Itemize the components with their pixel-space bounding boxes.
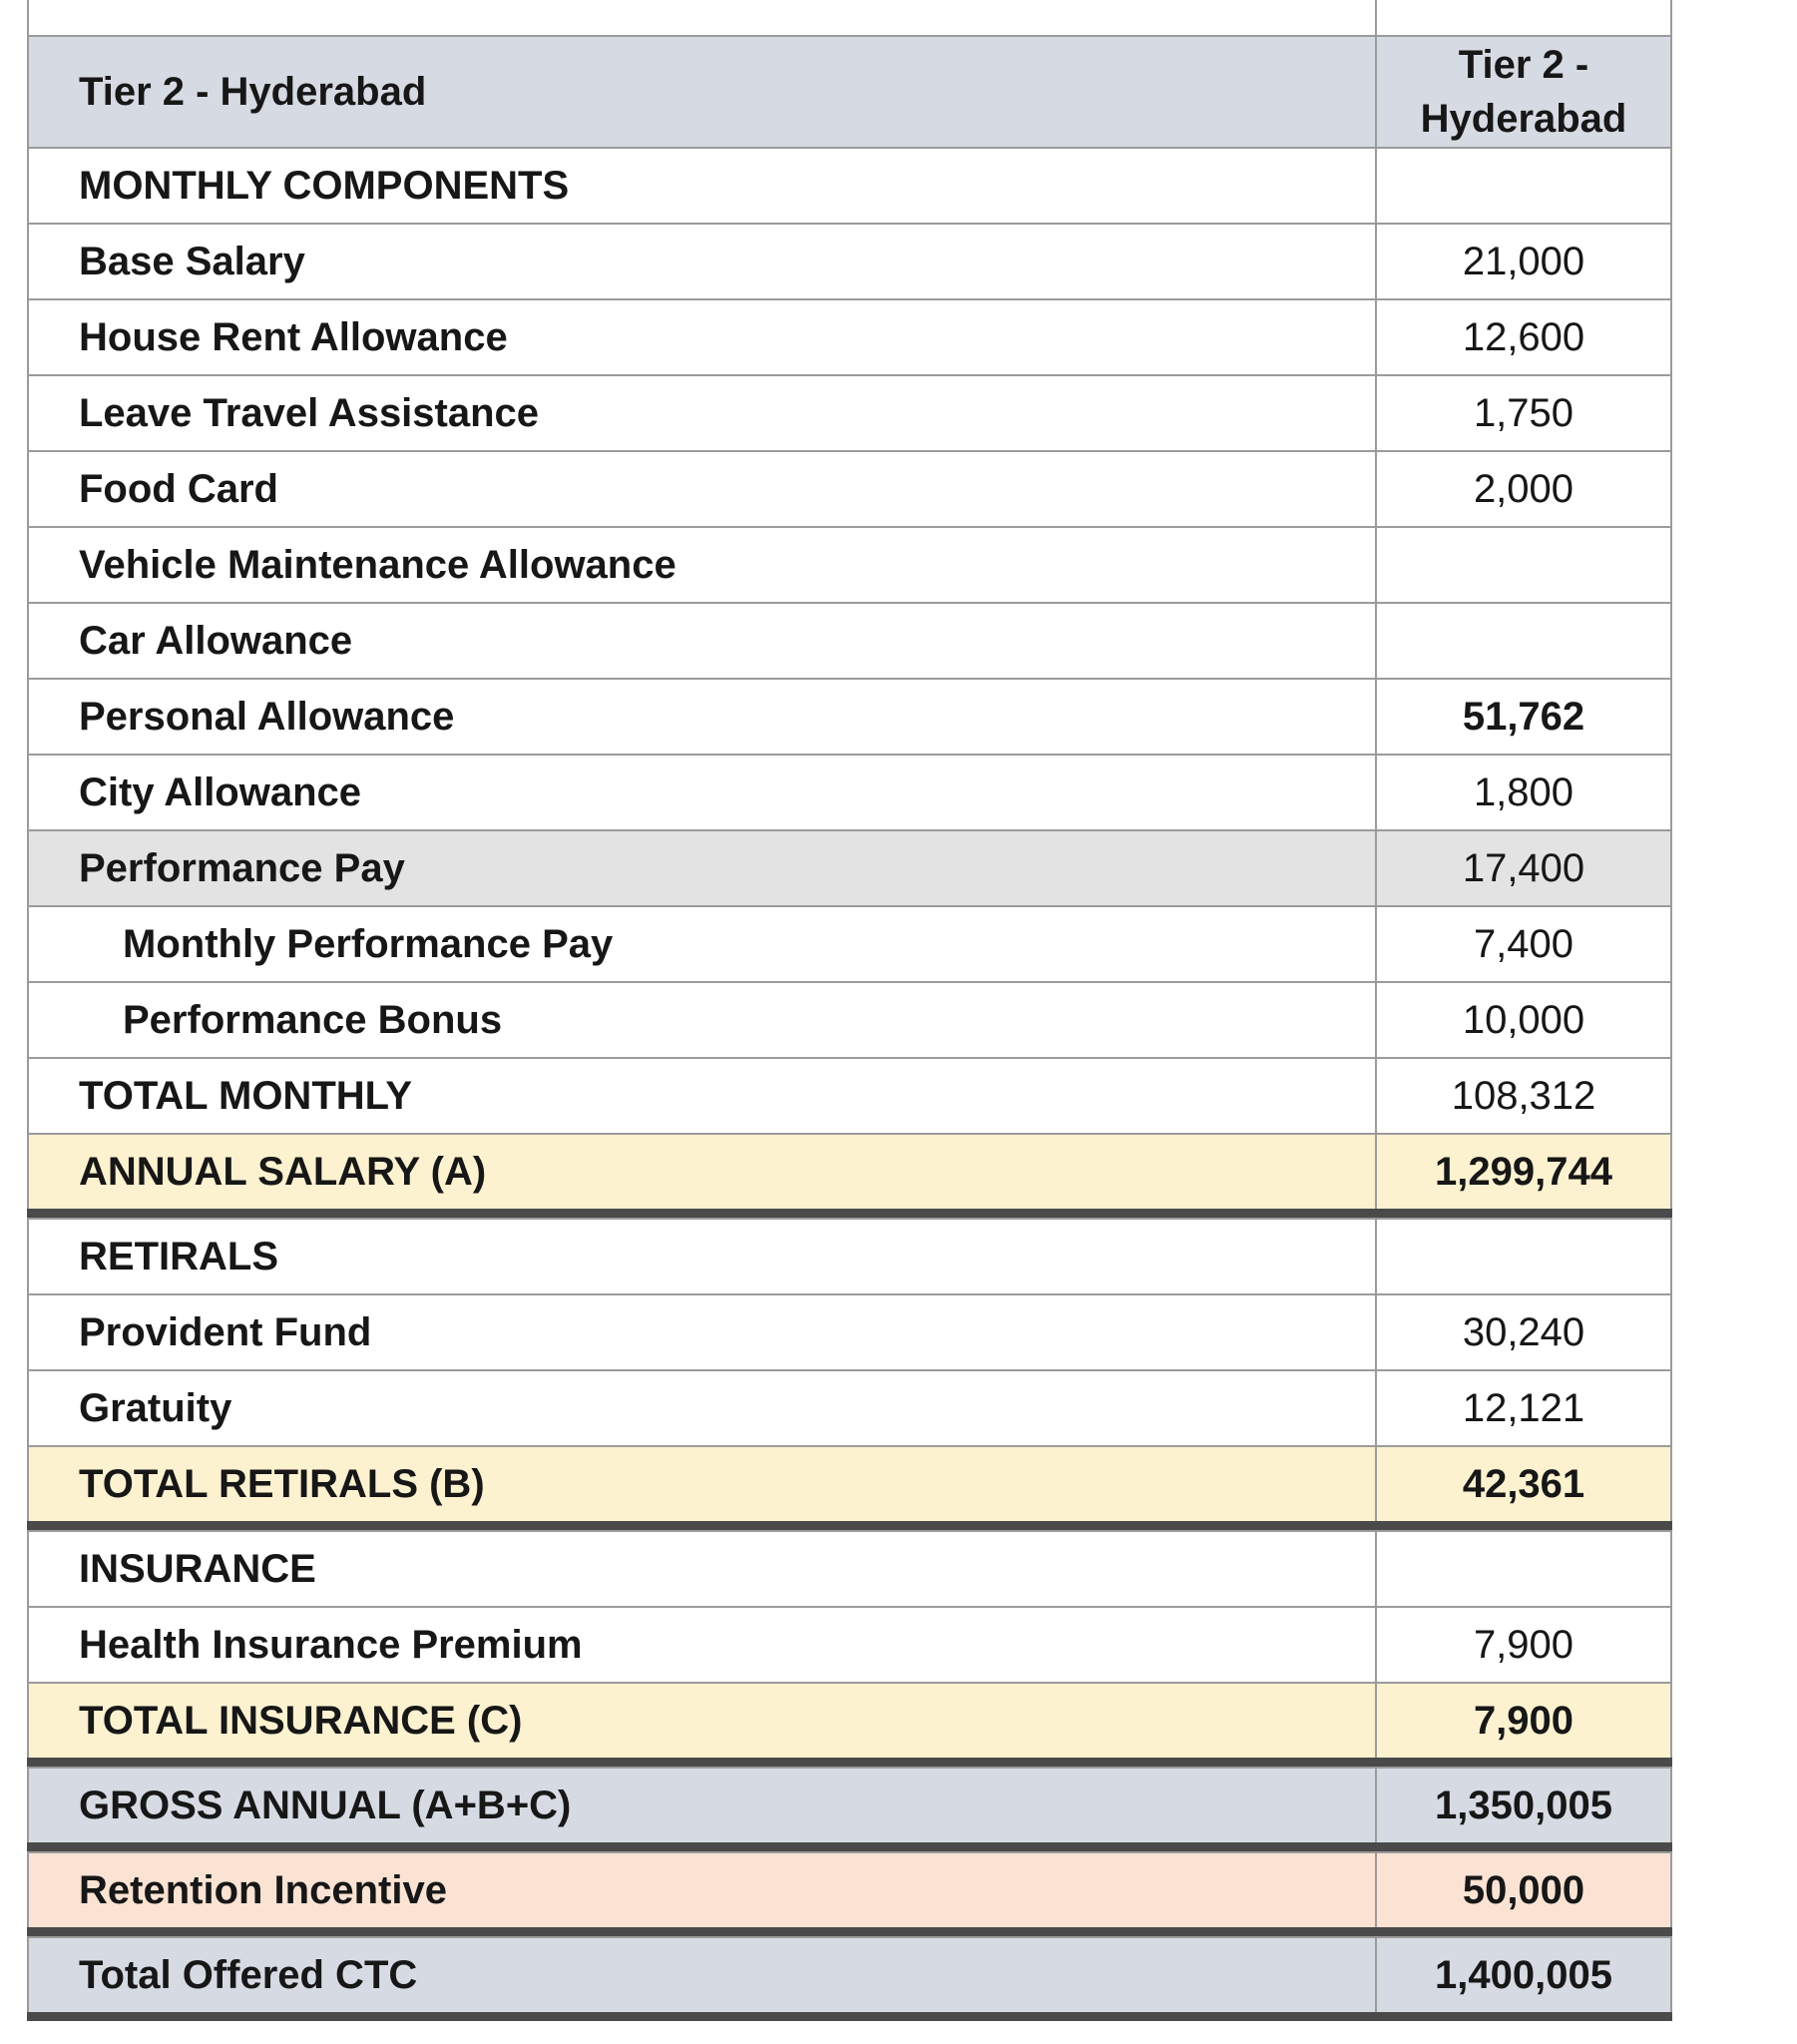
row-value: 7,400: [1375, 907, 1670, 981]
table-row-performance-pay: Performance Pay 17,400: [27, 829, 1672, 905]
table-header-row: Tier 2 - Hyderabad Tier 2 - Hyderabad: [27, 35, 1672, 147]
row-value: [1375, 604, 1670, 678]
row-value: 1,299,744: [1375, 1135, 1670, 1209]
table-row-food-card: Food Card 2,000: [27, 450, 1672, 526]
row-label: Performance Bonus: [123, 997, 503, 1042]
salary-breakdown-table: Tier 2 - Hyderabad Tier 2 - Hyderabad MO…: [27, 0, 1672, 2021]
header-column-title-line2: Hyderabad: [1420, 97, 1627, 141]
row-value: 12,600: [1375, 300, 1670, 374]
row-label: City Allowance: [79, 769, 362, 814]
table-row-monthly-components: MONTHLY COMPONENTS: [27, 147, 1672, 223]
row-label: Provident Fund: [79, 1309, 372, 1354]
section-divider: [27, 1927, 1672, 1936]
row-value: 51,762: [1375, 680, 1670, 754]
row-value: 50,000: [1375, 1853, 1670, 1927]
row-label: Base Salary: [79, 239, 305, 283]
row-label: Personal Allowance: [79, 694, 455, 739]
table-row-house-rent-allowance: House Rent Allowance 12,600: [27, 298, 1672, 374]
row-label: TOTAL INSURANCE (C): [79, 1698, 523, 1743]
row-label: Retention Incentive: [79, 1867, 447, 1912]
partial-row-label-cell: [29, 0, 1375, 35]
table-row-leave-travel-assistance: Leave Travel Assistance 1,750: [27, 374, 1672, 450]
table-row-base-salary: Base Salary 21,000: [27, 223, 1672, 298]
table-row-provident-fund: Provident Fund 30,240: [27, 1293, 1672, 1369]
row-value: [1375, 149, 1670, 223]
row-value: 30,240: [1375, 1295, 1670, 1369]
row-label: Leave Travel Assistance: [79, 390, 540, 435]
row-value: 42,361: [1375, 1447, 1670, 1521]
row-value: 12,121: [1375, 1371, 1670, 1445]
table-row-annual-salary-a: ANNUAL SALARY (A) 1,299,744: [27, 1133, 1672, 1209]
table-row-car-allowance: Car Allowance: [27, 602, 1672, 678]
row-value: 17,400: [1375, 831, 1670, 905]
table-row-total-monthly: TOTAL MONTHLY 108,312: [27, 1057, 1672, 1133]
row-label: GROSS ANNUAL (A+B+C): [79, 1783, 572, 1827]
table-row-retention-incentive: Retention Incentive 50,000: [27, 1851, 1672, 1927]
table-row-health-insurance-premium: Health Insurance Premium 7,900: [27, 1606, 1672, 1682]
header-column-title-line1: Tier 2 -: [1458, 43, 1589, 87]
row-value: 1,400,005: [1375, 1938, 1670, 2012]
row-value: 1,800: [1375, 756, 1670, 829]
table-row-city-allowance: City Allowance 1,800: [27, 754, 1672, 829]
header-title: Tier 2 - Hyderabad: [79, 69, 427, 114]
row-label: Total Offered CTC: [79, 1952, 418, 1997]
row-value: [1375, 1532, 1670, 1606]
table-row-partial-top: [27, 0, 1672, 35]
table-row-insurance: INSURANCE: [27, 1530, 1672, 1606]
table-row-performance-bonus: Performance Bonus 10,000: [27, 981, 1672, 1057]
table-row-vehicle-maintenance-allowance: Vehicle Maintenance Allowance: [27, 526, 1672, 602]
section-divider: [27, 1758, 1672, 1767]
row-value: 108,312: [1375, 1059, 1670, 1133]
row-label: Health Insurance Premium: [79, 1622, 583, 1667]
row-label: Vehicle Maintenance Allowance: [79, 542, 676, 587]
table-row-total-insurance-c: TOTAL INSURANCE (C) 7,900: [27, 1682, 1672, 1758]
table-row-personal-allowance: Personal Allowance 51,762: [27, 678, 1672, 754]
row-label: Monthly Performance Pay: [123, 921, 614, 966]
partial-row-value-cell: [1375, 0, 1670, 35]
row-value: [1375, 1220, 1670, 1293]
table-row-gross-annual-a-b-c: GROSS ANNUAL (A+B+C) 1,350,005: [27, 1767, 1672, 1842]
row-value: 7,900: [1375, 1608, 1670, 1682]
table-row-gratuity: Gratuity 12,121: [27, 1369, 1672, 1445]
header-column-title: Tier 2 - Hyderabad: [1375, 37, 1670, 147]
section-divider: [27, 1842, 1672, 1851]
table-row-retirals: RETIRALS: [27, 1218, 1672, 1293]
row-label: Food Card: [79, 466, 278, 511]
row-label: Performance Pay: [79, 845, 405, 890]
row-value: [1375, 528, 1670, 602]
row-label: House Rent Allowance: [79, 314, 508, 359]
row-label: INSURANCE: [79, 1546, 316, 1591]
table-row-total-retirals-b: TOTAL RETIRALS (B) 42,361: [27, 1445, 1672, 1521]
row-value: 1,350,005: [1375, 1769, 1670, 1842]
row-label: TOTAL RETIRALS (B): [79, 1461, 485, 1506]
row-label: Car Allowance: [79, 618, 353, 663]
row-label: MONTHLY COMPONENTS: [79, 163, 570, 208]
row-value: 21,000: [1375, 225, 1670, 298]
row-label: ANNUAL SALARY (A): [79, 1149, 487, 1194]
row-value: 2,000: [1375, 452, 1670, 526]
row-value: 1,750: [1375, 376, 1670, 450]
row-label: Gratuity: [79, 1385, 232, 1430]
table-row-monthly-performance-pay: Monthly Performance Pay 7,400: [27, 905, 1672, 981]
row-label: TOTAL MONTHLY: [79, 1073, 413, 1118]
table-bottom-border: [27, 2012, 1672, 2021]
row-label: RETIRALS: [79, 1234, 278, 1278]
row-value: 7,900: [1375, 1684, 1670, 1758]
row-value: 10,000: [1375, 983, 1670, 1057]
section-divider: [27, 1521, 1672, 1530]
section-divider: [27, 1209, 1672, 1218]
table-body: MONTHLY COMPONENTS Base Salary 21,000 House…: [27, 147, 1672, 2012]
table-row-total-offered-ctc: Total Offered CTC 1,400,005: [27, 1936, 1672, 2012]
